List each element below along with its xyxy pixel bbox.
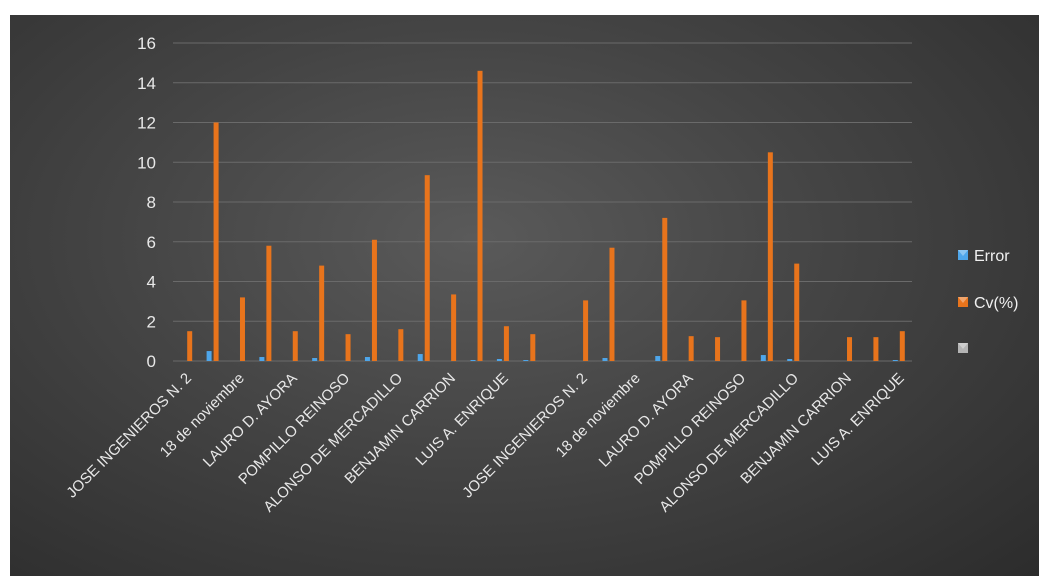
bar-error bbox=[787, 359, 793, 361]
legend-item: Error bbox=[958, 248, 1010, 265]
x-category-label: LAURO D. AYORA bbox=[596, 370, 697, 471]
bar-cv bbox=[292, 331, 298, 361]
gridlines bbox=[173, 42, 912, 362]
y-axis: 0 2 4 6 8 10 12 14 16 bbox=[137, 34, 156, 371]
bar-error bbox=[655, 356, 661, 361]
y-tick-label: 16 bbox=[137, 34, 156, 53]
bar-error bbox=[760, 355, 766, 361]
bar-error bbox=[602, 358, 608, 361]
legend-label: Cv(%) bbox=[974, 295, 1018, 312]
y-tick-label: 0 bbox=[147, 352, 156, 371]
bar-cv bbox=[398, 329, 404, 361]
bar-cv bbox=[873, 337, 879, 361]
bar-cv bbox=[847, 337, 853, 361]
bars bbox=[187, 70, 905, 361]
legend-swatch bbox=[958, 297, 968, 307]
x-axis: JOSE INGENIEROS N. 218 de noviembreLAURO… bbox=[63, 370, 907, 516]
bar-cv bbox=[187, 331, 193, 361]
bar-cv bbox=[688, 336, 694, 361]
bar-cv bbox=[794, 263, 800, 361]
x-category-label: LUIS A. ENRIQUE bbox=[808, 370, 907, 469]
bar-error bbox=[417, 354, 423, 361]
y-tick-label: 8 bbox=[147, 193, 156, 212]
bar-error bbox=[470, 360, 476, 361]
legend-swatch bbox=[958, 343, 968, 353]
bar-cv bbox=[266, 245, 272, 361]
y-tick-label: 14 bbox=[137, 74, 156, 93]
bar-error bbox=[312, 358, 318, 361]
y-tick-label: 12 bbox=[137, 114, 156, 133]
y-tick-label: 2 bbox=[147, 312, 156, 331]
bar-cv bbox=[345, 334, 351, 361]
chart-area bbox=[10, 15, 1039, 576]
bar-cv bbox=[239, 297, 245, 361]
bar-cv bbox=[530, 334, 536, 361]
bar-error bbox=[206, 351, 212, 361]
bar-cv bbox=[767, 152, 773, 361]
bar-error bbox=[523, 360, 529, 361]
legend-label: Error bbox=[974, 248, 1010, 265]
bar-cv bbox=[583, 300, 589, 361]
y-tick-label: 10 bbox=[137, 153, 156, 172]
legend-swatch-shine bbox=[958, 343, 968, 349]
legend-item bbox=[958, 343, 968, 353]
bar-cv bbox=[662, 217, 668, 361]
bar-cv bbox=[609, 247, 615, 361]
bar-error bbox=[892, 360, 898, 361]
bar-cv bbox=[451, 294, 457, 361]
y-tick-label: 6 bbox=[147, 233, 156, 252]
bar-error bbox=[364, 357, 370, 361]
y-tick-label: 4 bbox=[147, 273, 156, 292]
bar-cv bbox=[715, 337, 721, 361]
bar-error bbox=[496, 359, 502, 361]
bar-error bbox=[259, 357, 265, 361]
legend-swatch bbox=[958, 250, 968, 260]
legend-swatch-shine bbox=[958, 297, 968, 303]
bar-cv bbox=[503, 326, 509, 361]
legend-swatch-shine bbox=[958, 250, 968, 256]
bar-cv bbox=[899, 331, 905, 361]
legend: Error Cv(%) bbox=[958, 248, 1018, 353]
bar-cv bbox=[477, 70, 483, 361]
x-category-label: LAURO D. AYORA bbox=[200, 370, 301, 471]
bar-cv bbox=[213, 122, 219, 361]
legend-item: Cv(%) bbox=[958, 295, 1018, 312]
bar-cv bbox=[319, 265, 325, 361]
bar-cv bbox=[424, 175, 430, 361]
bar-cv bbox=[741, 300, 747, 361]
bar-cv bbox=[371, 239, 377, 361]
